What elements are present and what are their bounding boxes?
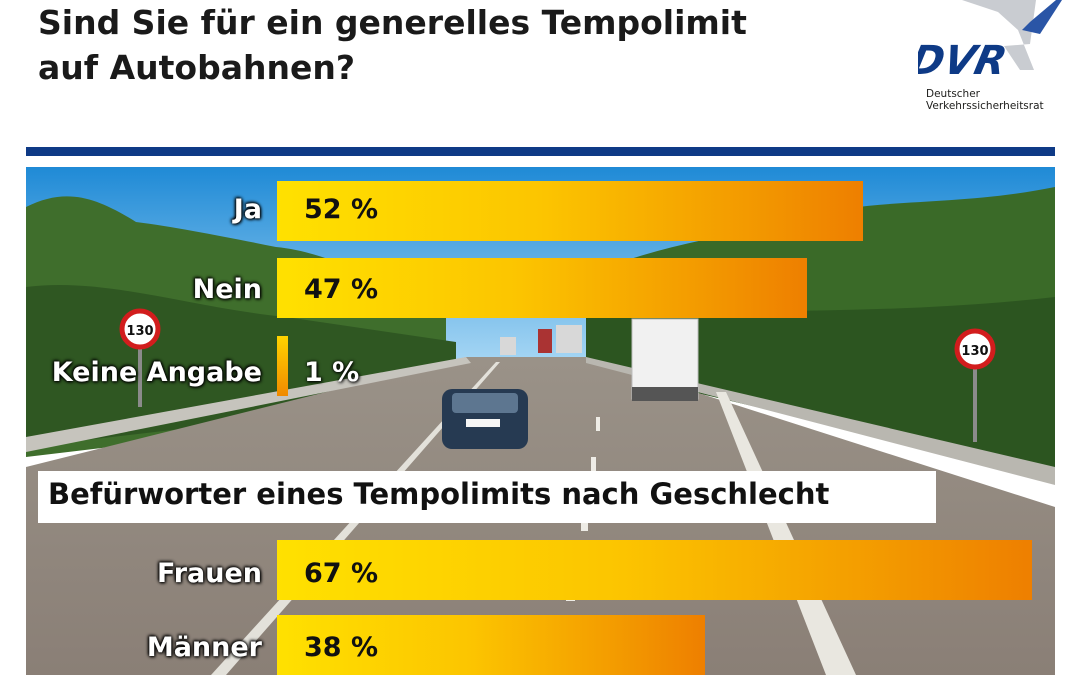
speed-sign-right-label: 130 <box>961 344 988 359</box>
distant-vehicles <box>500 325 582 355</box>
subtitle-box: Befürworter eines Tempolimits nach Gesch… <box>38 471 936 523</box>
logo-subtitle-line-1: Deutscher <box>926 88 980 100</box>
truck <box>631 318 699 400</box>
value-label-nein: 47 % <box>304 274 379 305</box>
speed-sign-right: 130 <box>954 328 996 442</box>
lane-line-right <box>716 392 856 675</box>
speed-sign-left-label: 130 <box>126 324 153 339</box>
value-label-frauen: 67 % <box>304 558 379 589</box>
chart-title: Sind Sie für ein generelles Tempolimit a… <box>38 0 798 90</box>
bar-keine-angabe <box>277 336 289 396</box>
chart-2-title: Befürworter eines Tempolimits nach Gesch… <box>48 477 830 511</box>
logo-subtitle-line-2: Verkehrssicherheitsrat <box>926 100 1044 112</box>
logo-subtitle: Deutscher Verkehrssicherheitsrat <box>926 88 1044 112</box>
value-label-keine-angabe: 1 % <box>304 357 360 388</box>
category-label-keine-angabe: Keine Angabe <box>51 357 262 388</box>
bar-ja <box>277 181 864 241</box>
bar-maenner <box>277 615 706 675</box>
category-label-maenner: Männer <box>146 632 262 663</box>
category-label-ja: Ja <box>233 194 262 225</box>
value-label-maenner: 38 % <box>304 632 379 663</box>
category-label-nein: Nein <box>192 274 262 305</box>
category-label-frauen: Frauen <box>156 558 262 589</box>
bar-frauen <box>277 540 1033 600</box>
bar-nein <box>277 258 807 318</box>
truck-base <box>632 387 698 401</box>
right-trees-dark <box>586 297 1055 477</box>
chart-title-line-1: Sind Sie für ein generelles Tempolimit <box>38 3 747 42</box>
right-guardrail <box>586 357 1055 485</box>
header-divider <box>26 147 1055 156</box>
logo-swoosh-grey <box>962 0 1036 70</box>
left-guardrail <box>26 357 471 452</box>
chart-title-line-2: auf Autobahnen? <box>38 48 355 87</box>
logo-mark: DVR <box>918 36 1011 83</box>
value-label-ja: 52 % <box>304 194 379 225</box>
dvr-logo: DVR <box>918 0 1062 84</box>
speed-sign-left: 130 <box>119 308 161 407</box>
car <box>442 389 528 449</box>
logo-swoosh-blue <box>1022 0 1062 34</box>
